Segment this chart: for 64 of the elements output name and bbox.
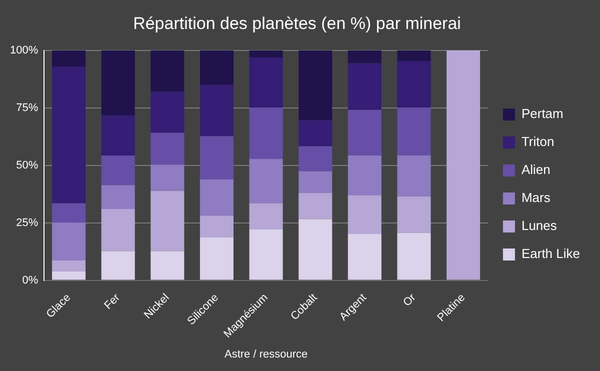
- bar: [249, 50, 283, 58]
- bar: [150, 92, 184, 133]
- bar: [298, 192, 332, 220]
- bar: [397, 196, 431, 233]
- bar: [348, 50, 382, 64]
- bar: [348, 155, 382, 196]
- bar: [348, 234, 382, 280]
- bar: [298, 146, 332, 172]
- legend-label: Alien: [521, 162, 550, 178]
- bar: [249, 229, 283, 280]
- bar: [348, 195, 382, 234]
- bar: [101, 209, 135, 252]
- legend-label: Earth Like: [521, 246, 580, 262]
- x-axis-title: Astre / ressource: [224, 348, 308, 360]
- bar: [52, 203, 86, 223]
- bar: [200, 238, 234, 280]
- bar: [298, 120, 332, 146]
- bar: [397, 232, 431, 280]
- bar: [200, 84, 234, 136]
- bar: [249, 203, 283, 230]
- bar: [101, 116, 135, 156]
- y-tick-label: 25%: [16, 216, 38, 229]
- bar: [52, 272, 86, 280]
- bar: [52, 66, 86, 204]
- bar: [101, 50, 135, 116]
- legend-label: Pertam: [521, 106, 564, 122]
- bar: [348, 110, 382, 156]
- bar: [249, 108, 283, 159]
- bar: [200, 179, 234, 216]
- bar: [348, 63, 382, 110]
- bar: [52, 50, 86, 67]
- bar: [150, 50, 184, 92]
- chart-title: Répartition des planètes (en %) par minerai: [133, 14, 461, 33]
- y-tick-label: 0%: [22, 274, 38, 286]
- x-tick-label: Fer: [102, 291, 123, 312]
- bar: [101, 185, 135, 210]
- y-tick-label: 75%: [16, 102, 38, 114]
- bar: [150, 132, 184, 165]
- bar: [397, 60, 431, 108]
- bar: [200, 216, 234, 238]
- bar: [298, 171, 332, 193]
- bar: [101, 155, 135, 186]
- y-tick-label: 100%: [10, 44, 38, 56]
- bar: [52, 222, 86, 260]
- y-tick-label: 50%: [16, 159, 38, 172]
- legend-label: Triton: [521, 134, 554, 150]
- bar: [298, 50, 332, 120]
- bar: [249, 158, 283, 204]
- bar: [446, 50, 480, 280]
- bar: [397, 50, 431, 61]
- bar: [101, 251, 135, 280]
- bar: [150, 164, 184, 191]
- bar: [150, 251, 184, 280]
- bar: [200, 136, 234, 180]
- x-tick-label: Or: [401, 291, 418, 309]
- bar: [249, 58, 283, 108]
- bar: [397, 155, 431, 196]
- bar: [298, 219, 332, 280]
- legend-label: Mars: [521, 190, 551, 206]
- bar: [52, 260, 86, 272]
- bar: [200, 50, 234, 85]
- legend-label: Lunes: [521, 218, 558, 234]
- bar: [397, 108, 431, 156]
- bar: [150, 190, 184, 252]
